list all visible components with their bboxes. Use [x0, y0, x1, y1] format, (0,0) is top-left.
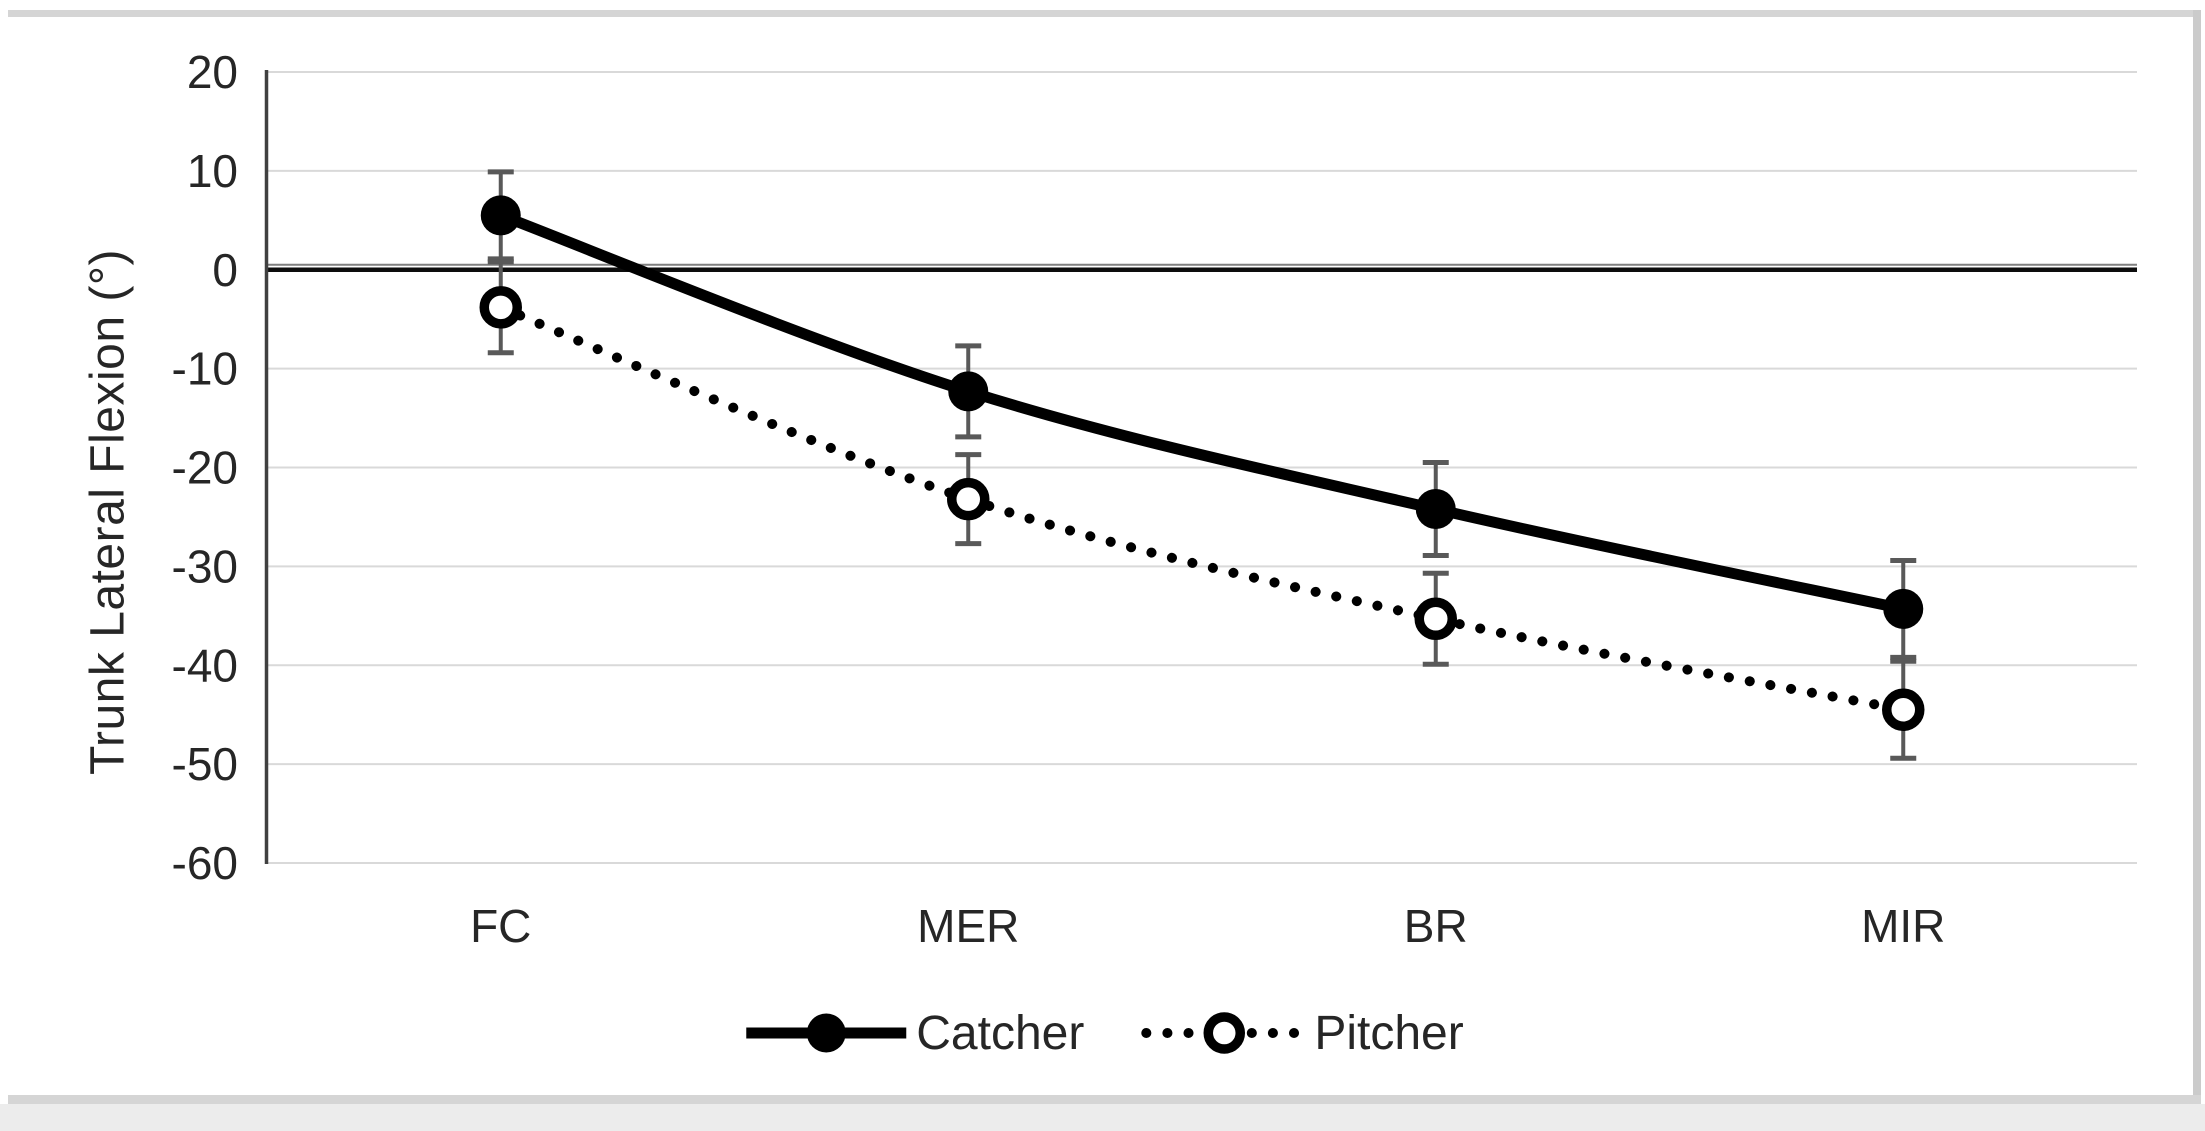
y-tick-label: -20 — [172, 442, 238, 494]
legend-label-pitcher: Pitcher — [1314, 1006, 1464, 1060]
y-axis-title: Trunk Lateral Flexion (°) — [81, 248, 135, 776]
pitcher-marker — [479, 286, 522, 329]
pitcher-sample-marker — [1203, 1012, 1246, 1054]
x-axis-label: FC — [470, 900, 531, 952]
frame-bottom-strip — [0, 1104, 2205, 1131]
catcher-line — [498, 210, 1905, 615]
legend-item-catcher: Catcher — [742, 1005, 1084, 1061]
y-tick-label: -30 — [172, 540, 238, 592]
catcher-sample-marker — [806, 1013, 846, 1053]
pitcher-line — [495, 302, 1909, 715]
y-tick-label: -60 — [172, 837, 238, 889]
frame-bottom-rule — [8, 1095, 2201, 1104]
pitcher-line-sample — [1141, 1012, 1308, 1054]
y-tick-label: 0 — [212, 244, 238, 296]
x-axis-label: BR — [1404, 900, 1468, 952]
catcher-marker — [1883, 588, 1924, 629]
pitcher-marker — [947, 477, 990, 521]
x-axis-label: MER — [917, 900, 1019, 952]
y-tick-label: -40 — [172, 639, 238, 691]
y-tick-label: -10 — [172, 343, 238, 395]
catcher-marker — [480, 195, 521, 236]
y-tick-label: 20 — [187, 46, 238, 98]
frame-top-rule — [8, 10, 2198, 17]
y-tick-label: -50 — [172, 738, 238, 790]
pitcher-marker — [1882, 688, 1925, 731]
legend-item-pitcher: Pitcher — [1140, 1005, 1464, 1061]
catcher-marker — [948, 371, 989, 412]
y-tick-label: 10 — [187, 145, 238, 197]
pitcher-marker — [1414, 597, 1457, 641]
catcher-line-sample — [746, 1013, 907, 1053]
catcher-marker — [1415, 489, 1456, 530]
x-axis-label: MIR — [1861, 900, 1945, 952]
legend: Catcher Pitcher — [742, 1005, 1464, 1061]
frame-right-rule — [2193, 10, 2201, 1104]
legend-label-catcher: Catcher — [916, 1006, 1085, 1060]
